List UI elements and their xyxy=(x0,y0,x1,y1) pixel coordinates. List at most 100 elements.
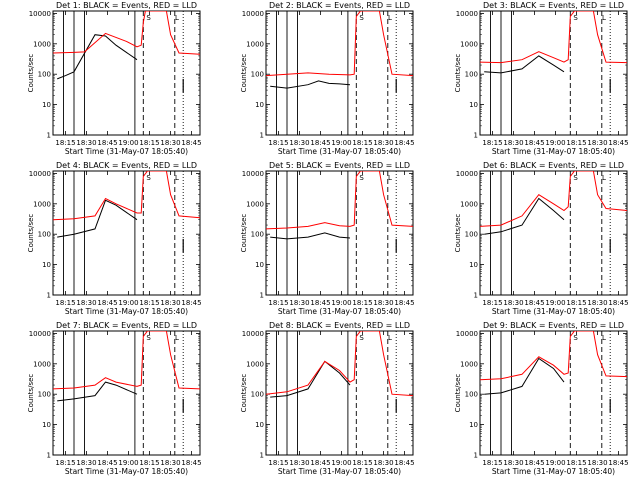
x-tick-label: 18:15 xyxy=(139,459,159,467)
y-tick-label: 1 xyxy=(47,292,51,300)
x-tick-label: 18:45 xyxy=(608,299,628,307)
x-tick-label: 18:30 xyxy=(587,299,607,307)
y-tick-label: 10000 xyxy=(242,170,264,178)
x-tick-label: 18:45 xyxy=(524,139,544,147)
y-axis-label: Counts/sec xyxy=(454,214,462,253)
x-tick-label: 18:45 xyxy=(181,299,201,307)
x-tick-label: 18:45 xyxy=(181,459,201,467)
x-tick-label: 18:15 xyxy=(268,459,288,467)
marker-label-s: S xyxy=(359,14,364,22)
y-tick-label: 1 xyxy=(260,292,264,300)
chart-title: Det 1: BLACK = Events, RED = LLD xyxy=(56,1,197,10)
marker-label-l: L xyxy=(602,14,606,22)
x-tick-label: 18:45 xyxy=(524,459,544,467)
x-axis-label: Start Time (31-May-07 18:05:40) xyxy=(65,467,188,476)
y-tick-label: 1000 xyxy=(33,200,51,208)
x-tick-label: 18:45 xyxy=(97,139,117,147)
x-tick-label: 19:00 xyxy=(545,459,565,467)
y-tick-label: 10000 xyxy=(242,330,264,338)
x-axis-label: Start Time (31-May-07 18:05:40) xyxy=(65,147,188,156)
x-tick-label: 19:00 xyxy=(118,139,138,147)
x-tick-label: 18:15 xyxy=(482,299,502,307)
x-tick-label: 18:15 xyxy=(566,139,586,147)
y-tick-label: 1000 xyxy=(246,200,264,208)
chart-panel-6: Det 6: BLACK = Events, RED = LLD 1 10 100 10… xyxy=(454,161,629,316)
y-tick-label: 1 xyxy=(260,452,264,460)
y-tick-label: 1 xyxy=(260,132,264,140)
events-series-line xyxy=(484,197,565,235)
x-tick-label: 18:30 xyxy=(373,139,393,147)
x-tick-label: 18:45 xyxy=(608,139,628,147)
x-tick-label: 18:15 xyxy=(268,139,288,147)
x-tick-label: 18:30 xyxy=(76,139,96,147)
plot-frame xyxy=(265,10,414,136)
x-tick-label: 18:30 xyxy=(503,299,523,307)
x-tick-label: 18:45 xyxy=(181,139,201,147)
x-tick-label: 18:15 xyxy=(139,139,159,147)
chart-title: Det 7: BLACK = Events, RED = LLD xyxy=(56,321,197,330)
x-tick-label: 18:30 xyxy=(289,139,309,147)
x-tick-label: 18:45 xyxy=(97,299,117,307)
series-group xyxy=(266,171,413,253)
plot-frame xyxy=(265,170,414,296)
x-tick-label: 18:15 xyxy=(566,299,586,307)
lld-series-line xyxy=(53,171,200,221)
y-tick-label: 10 xyxy=(469,261,478,269)
events-series-line xyxy=(57,34,138,80)
x-tick-label: 18:30 xyxy=(289,299,309,307)
y-tick-label: 1000 xyxy=(460,200,478,208)
y-tick-label: 1 xyxy=(474,292,478,300)
x-tick-label: 18:15 xyxy=(352,139,372,147)
y-tick-label: 1 xyxy=(474,452,478,460)
lld-series-line xyxy=(480,11,627,64)
lld-series-line xyxy=(53,11,200,55)
marker-label-l: L xyxy=(175,14,179,22)
x-tick-label: 18:45 xyxy=(524,299,544,307)
marker-label-s: S xyxy=(359,174,364,182)
x-tick-label: 19:00 xyxy=(331,299,351,307)
y-tick-label: 10000 xyxy=(456,170,478,178)
chart-panel-1: Det 1: BLACK = Events, RED = LLD 1 10 100 10… xyxy=(27,1,202,156)
y-tick-label: 1000 xyxy=(460,360,478,368)
x-tick-label: 19:00 xyxy=(331,139,351,147)
y-tick-label: 10 xyxy=(255,261,264,269)
series-group xyxy=(53,171,200,253)
x-tick-label: 18:30 xyxy=(503,459,523,467)
x-tick-label: 18:30 xyxy=(587,459,607,467)
marker-label-s: S xyxy=(573,14,578,22)
x-tick-label: 18:15 xyxy=(55,299,75,307)
y-tick-label: 1000 xyxy=(246,40,264,48)
chart-panel-7: Det 7: BLACK = Events, RED = LLD 1 10 100 10… xyxy=(27,321,202,476)
chart-panel-3: Det 3: BLACK = Events, RED = LLD 1 10 100 10… xyxy=(454,1,629,156)
y-tick-label: 1 xyxy=(47,132,51,140)
events-series-line xyxy=(57,199,138,238)
y-axis-label: Counts/sec xyxy=(240,374,248,413)
events-series-line xyxy=(270,360,351,398)
x-tick-label: 18:45 xyxy=(310,139,330,147)
y-tick-label: 1000 xyxy=(246,360,264,368)
x-tick-label: 18:30 xyxy=(160,139,180,147)
y-tick-label: 10 xyxy=(255,421,264,429)
x-tick-label: 18:15 xyxy=(352,459,372,467)
events-series-line xyxy=(484,357,565,395)
x-tick-label: 18:15 xyxy=(482,139,502,147)
x-axis-label: Start Time (31-May-07 18:05:40) xyxy=(492,467,615,476)
y-axis-label: Counts/sec xyxy=(27,54,35,93)
chart-title: Det 5: BLACK = Events, RED = LLD xyxy=(269,161,410,170)
x-tick-label: 18:45 xyxy=(394,139,414,147)
x-tick-label: 18:30 xyxy=(587,139,607,147)
y-tick-label: 100 xyxy=(465,71,478,79)
marker-label-s: S xyxy=(146,174,151,182)
y-tick-label: 1 xyxy=(47,452,51,460)
y-tick-label: 10 xyxy=(255,101,264,109)
y-tick-label: 100 xyxy=(465,231,478,239)
x-tick-label: 19:00 xyxy=(545,299,565,307)
y-tick-label: 10000 xyxy=(29,170,51,178)
plot-frame xyxy=(52,10,201,136)
marker-label-s: S xyxy=(573,334,578,342)
chart-panel-4: Det 4: BLACK = Events, RED = LLD 1 10 100 10… xyxy=(27,161,202,316)
x-axis-label: Start Time (31-May-07 18:05:40) xyxy=(278,147,401,156)
lld-series-line xyxy=(266,11,413,77)
series-group xyxy=(480,331,627,413)
x-axis-label: Start Time (31-May-07 18:05:40) xyxy=(492,147,615,156)
